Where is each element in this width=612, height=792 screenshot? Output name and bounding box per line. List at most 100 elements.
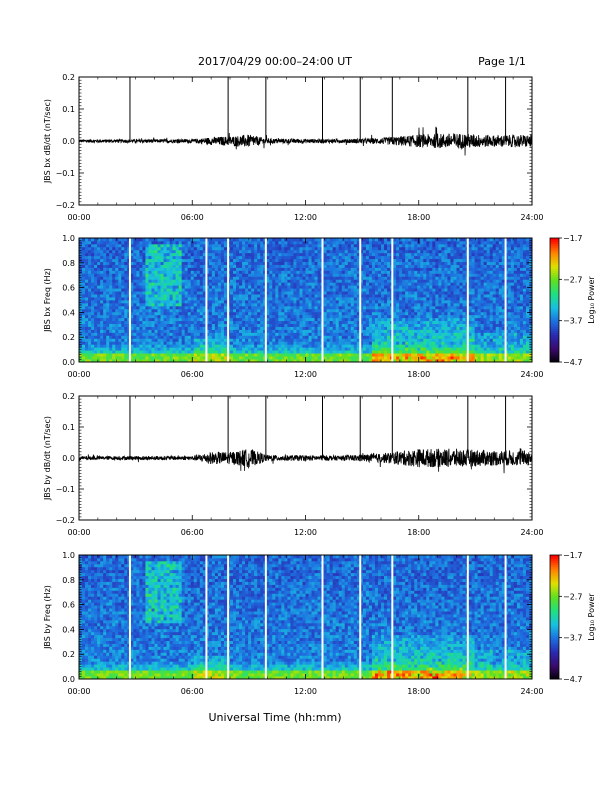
spectrogram-cell: [172, 332, 177, 336]
spectrogram-cell: [317, 240, 321, 245]
spectrogram-cell: [260, 282, 264, 286]
spectrogram-cell: [239, 297, 243, 301]
spectrogram-cell: [272, 240, 276, 245]
spectrogram-cell: [124, 314, 128, 319]
spectrogram-cell: [374, 326, 379, 330]
spectrogram-cell: [178, 273, 183, 277]
spectrogram-cell: [184, 243, 189, 248]
spectrogram-cell: [326, 353, 331, 357]
spectrogram-cell: [341, 282, 346, 286]
spectrogram-cell: [251, 329, 255, 333]
spectrogram-cell: [411, 335, 415, 339]
spectrogram-cell: [205, 320, 210, 325]
spectrogram-cell: [317, 350, 321, 354]
spectrogram-cell: [205, 282, 210, 286]
spectrogram-cell: [94, 261, 98, 265]
spectrogram-cell: [187, 302, 192, 307]
spectrogram-cell: [166, 305, 170, 310]
spectrogram-cell: [242, 338, 246, 342]
spectrogram-cell: [157, 279, 161, 283]
spectrogram-cell: [356, 270, 361, 274]
spectrogram-cell: [281, 246, 285, 251]
spectrogram-cell: [109, 297, 113, 301]
spectrogram-cell: [356, 252, 361, 257]
spectrogram-cell: [384, 332, 388, 336]
spectrogram-cell: [332, 258, 337, 263]
spectrogram-cell: [133, 356, 137, 360]
spectrogram-cell: [311, 249, 315, 254]
spectrogram-cell: [405, 344, 409, 348]
spectrogram-cell: [284, 317, 288, 322]
spectrogram-cell: [133, 335, 137, 339]
spectrogram-cell: [112, 305, 116, 310]
spectrogram-cell: [365, 285, 370, 289]
spectrogram-cell: [359, 332, 364, 336]
spectrogram-cell: [396, 270, 400, 274]
spectrogram-cell: [278, 350, 282, 354]
spectrogram-cell: [420, 255, 424, 260]
spectrogram-cell: [160, 338, 164, 342]
spectrogram-cell: [384, 267, 388, 271]
spectrogram-cell: [326, 261, 331, 265]
spectrogram-cell: [97, 323, 101, 327]
spectrogram-cell: [154, 347, 158, 351]
spectrogram-cell: [387, 308, 391, 313]
spectrogram-cell: [103, 300, 107, 304]
spectrogram-cell: [166, 279, 170, 283]
spectrogram-cell: [374, 332, 379, 336]
spectrogram-cell: [335, 294, 340, 298]
spectrogram-cell: [287, 294, 291, 298]
spectrogram-cell: [350, 258, 355, 263]
spectrogram-cell: [299, 300, 303, 304]
spectrogram-cell: [245, 323, 249, 327]
spectrogram-cell: [344, 326, 349, 330]
spectrogram-cell: [136, 261, 140, 265]
spectrogram-cell: [109, 335, 113, 339]
spectrogram-cell: [214, 252, 219, 257]
spectrogram-cell: [88, 273, 92, 277]
spectrogram-cell: [205, 258, 210, 263]
spectrogram-cell: [332, 326, 337, 330]
spectrogram-cell: [326, 320, 331, 325]
spectrogram-cell: [335, 314, 340, 319]
spectrogram-cell: [169, 317, 174, 322]
spectrogram-cell: [408, 347, 412, 351]
y-tick-label: −0.1: [56, 169, 75, 178]
spectrogram-cell: [130, 291, 134, 295]
spectrogram-cell: [305, 356, 309, 360]
spectrogram-cell: [223, 314, 228, 319]
spectrogram-cell: [387, 347, 391, 351]
spectrogram-cell: [97, 326, 101, 330]
spectrogram-cell: [411, 273, 415, 277]
spectrogram-cell: [299, 344, 303, 348]
spectrogram-cell: [187, 359, 192, 363]
spectrogram-cell: [217, 335, 222, 339]
spectrogram-cell: [94, 252, 98, 257]
spectrogram-cell: [387, 305, 391, 310]
spectrogram-cell: [157, 335, 161, 339]
spectrogram-cell: [160, 240, 164, 245]
spectrogram-cell: [266, 297, 270, 301]
spectrogram-cell: [214, 285, 219, 289]
spectrogram-cell: [254, 243, 258, 248]
spectrogram-cell: [97, 264, 101, 268]
spectrogram-cell: [124, 246, 128, 251]
spectrogram-cell: [374, 308, 379, 313]
spectrogram-cell: [230, 326, 234, 330]
spectrogram-cell: [254, 264, 258, 268]
spectrogram-cell: [214, 276, 219, 280]
spectrogram-cell: [245, 302, 249, 307]
spectrogram-cell: [368, 291, 373, 295]
y-axis-label: JBS bx dB/dt (nT/sec): [43, 99, 52, 184]
spectrogram-cell: [151, 335, 155, 339]
spectrogram-cell: [293, 350, 297, 354]
spectrogram-cell: [290, 288, 294, 292]
spectrogram-cell: [281, 350, 285, 354]
spectrogram-cell: [399, 267, 403, 271]
spectrogram-cell: [245, 338, 249, 342]
spectrogram-cell: [423, 249, 427, 254]
spectrogram-cell: [136, 323, 140, 327]
spectrogram-cell: [115, 347, 119, 351]
spectrogram-cell: [387, 332, 391, 336]
spectrogram-cell: [402, 320, 406, 325]
